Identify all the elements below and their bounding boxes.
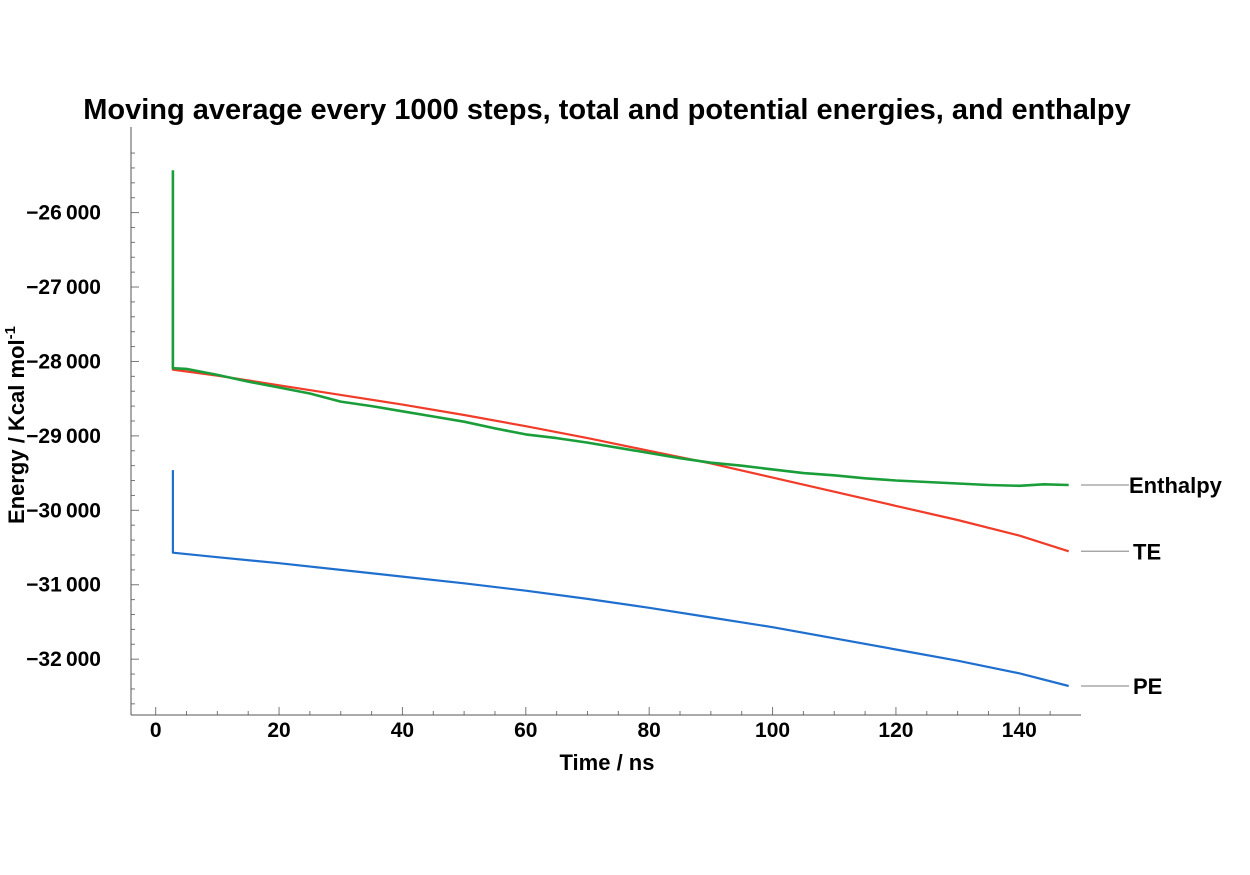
series-labels-layer: PE TE Enthalpy xyxy=(1081,473,1223,699)
series-label-te: TE xyxy=(1133,539,1161,564)
x-tick-label: 60 xyxy=(514,719,537,742)
x-tick-label: 120 xyxy=(878,719,913,742)
x-tick-label: 80 xyxy=(638,719,661,742)
y-axis-label-text: Energy / Kcal mol xyxy=(4,339,29,524)
x-tick-label: 20 xyxy=(267,719,290,742)
tick-layer: 0 20 40 60 80 100 120 140 −26 000 −27 000 −28 000 −… xyxy=(26,152,1051,742)
x-tick-label: 140 xyxy=(1002,719,1037,742)
y-tick-label: −31 000 xyxy=(26,574,101,597)
y-tick-label: −30 000 xyxy=(26,499,101,522)
y-axis-label: Energy / Kcal mol-1 xyxy=(2,326,29,524)
y-tick-label: −28 000 xyxy=(26,350,101,373)
x-tick-label: 100 xyxy=(755,719,790,742)
series-label-pe: PE xyxy=(1133,674,1162,699)
y-tick-label: −26 000 xyxy=(26,202,101,225)
chart-title: Moving average every 1000 steps, total a… xyxy=(83,94,1131,126)
series-line-enthalpy xyxy=(171,170,1069,488)
series-line-pe xyxy=(171,470,1069,688)
y-tick-label: −32 000 xyxy=(26,648,101,671)
series-line-te xyxy=(171,287,1070,553)
y-tick-label: −29 000 xyxy=(26,425,101,448)
series-layer xyxy=(171,170,1070,688)
x-tick-label: 0 xyxy=(150,719,162,742)
y-tick-label: −27 000 xyxy=(26,276,101,299)
x-axis-label: Time / ns xyxy=(560,750,655,775)
x-tick-label: 40 xyxy=(391,719,414,742)
y-axis-label-superscript: -1 xyxy=(2,326,19,339)
series-label-enthalpy: Enthalpy xyxy=(1129,473,1223,498)
